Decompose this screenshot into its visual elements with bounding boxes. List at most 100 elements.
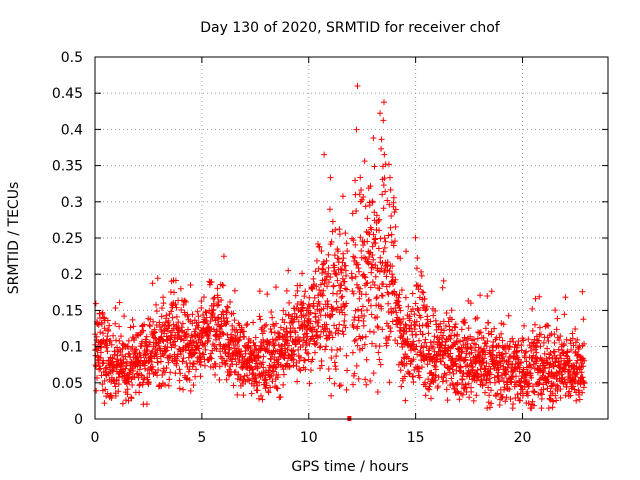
data-point — [355, 375, 362, 382]
y-tick-label: 0.5 — [61, 50, 83, 66]
data-point — [438, 326, 445, 333]
data-point — [453, 389, 460, 396]
data-point — [187, 281, 194, 288]
data-point — [112, 383, 119, 390]
data-point — [183, 333, 190, 340]
data-point — [350, 324, 357, 331]
data-point — [500, 378, 507, 385]
data-point — [174, 351, 181, 358]
data-point — [355, 317, 362, 324]
data-point — [179, 358, 186, 365]
data-point — [547, 361, 554, 368]
data-point — [273, 320, 280, 327]
y-tick-label: 0.45 — [52, 86, 83, 102]
data-point — [108, 395, 115, 402]
data-point — [190, 382, 197, 389]
data-point — [371, 236, 378, 243]
data-point — [200, 312, 207, 319]
data-point — [356, 268, 363, 275]
data-point — [368, 261, 375, 268]
data-point — [255, 354, 262, 361]
data-point — [416, 365, 423, 372]
data-point — [143, 333, 150, 340]
data-point — [426, 383, 433, 390]
data-point — [201, 362, 208, 369]
data-point — [299, 270, 306, 277]
data-point — [383, 283, 390, 290]
data-point — [165, 382, 172, 389]
data-point — [558, 360, 565, 367]
data-point — [572, 339, 579, 346]
y-tick-label: 0.25 — [52, 231, 83, 247]
data-point — [250, 319, 257, 326]
data-point — [388, 231, 395, 238]
data-point — [432, 366, 439, 373]
data-point — [488, 288, 495, 295]
data-point — [149, 280, 156, 287]
data-point — [268, 309, 275, 316]
data-point — [377, 110, 384, 117]
data-point — [224, 309, 231, 316]
data-point — [569, 335, 576, 342]
data-point — [487, 371, 494, 378]
data-point — [451, 386, 458, 393]
data-point — [396, 304, 403, 311]
data-point — [495, 342, 502, 349]
data-point — [257, 316, 264, 323]
data-point — [530, 402, 537, 409]
data-point — [341, 311, 348, 318]
data-point — [410, 356, 417, 363]
data-point — [146, 322, 153, 329]
data-point — [168, 344, 175, 351]
data-point — [503, 394, 510, 401]
data-point — [243, 322, 250, 329]
y-tick-label: 0.3 — [61, 195, 83, 211]
data-point — [545, 378, 552, 385]
data-point — [230, 382, 237, 389]
data-point — [364, 307, 371, 314]
data-point — [112, 304, 119, 311]
data-point — [177, 285, 184, 292]
data-point — [275, 371, 282, 378]
data-point — [551, 339, 558, 346]
data-point — [325, 251, 332, 258]
data-point — [363, 381, 370, 388]
data-point — [403, 248, 410, 255]
data-point — [159, 336, 166, 343]
data-point — [189, 311, 196, 318]
data-point — [293, 363, 300, 370]
data-point — [209, 307, 216, 314]
data-point — [487, 366, 494, 373]
data-point — [201, 319, 208, 326]
data-point — [98, 372, 105, 379]
data-point — [392, 223, 399, 230]
data-point — [167, 288, 174, 295]
data-point — [142, 360, 149, 367]
data-point — [573, 352, 580, 359]
data-point — [249, 366, 256, 373]
data-point — [97, 349, 104, 356]
data-point — [259, 330, 266, 337]
data-point — [373, 294, 380, 301]
data-point — [351, 370, 358, 377]
data-point — [473, 392, 480, 399]
data-point — [302, 346, 309, 353]
data-point — [340, 331, 347, 338]
data-point — [291, 310, 298, 317]
data-point — [438, 358, 445, 365]
data-point — [531, 336, 538, 343]
data-point — [142, 352, 149, 359]
data-point — [552, 355, 559, 362]
data-point — [331, 252, 338, 259]
data-point — [148, 355, 155, 362]
data-point — [415, 307, 422, 314]
data-point — [343, 286, 350, 293]
data-point — [463, 350, 470, 357]
data-point — [498, 394, 505, 401]
data-point — [338, 266, 345, 273]
data-point — [370, 256, 377, 263]
data-point — [337, 345, 344, 352]
x-tick-label: 10 — [300, 430, 318, 446]
data-point — [234, 391, 241, 398]
data-point — [323, 257, 330, 264]
